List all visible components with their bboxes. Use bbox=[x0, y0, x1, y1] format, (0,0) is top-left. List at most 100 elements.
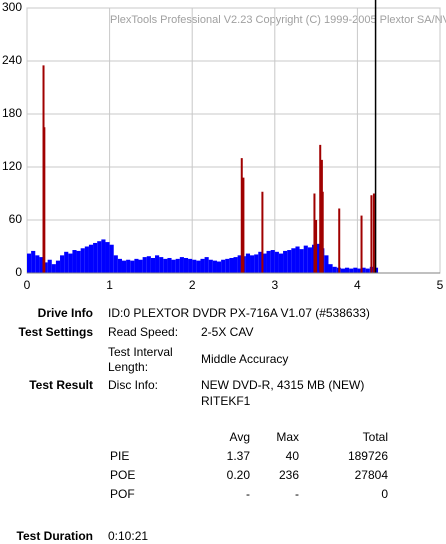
bar bbox=[31, 250, 36, 273]
cell: 40 bbox=[285, 449, 299, 463]
value: RITEKF1 bbox=[201, 394, 251, 408]
bar bbox=[299, 249, 304, 273]
cell: 0.20 bbox=[226, 468, 250, 482]
bar bbox=[307, 247, 312, 273]
bar bbox=[179, 257, 184, 273]
bar bbox=[43, 262, 48, 273]
bar bbox=[349, 268, 354, 273]
bar bbox=[204, 257, 209, 273]
x-tick-label: 0 bbox=[24, 278, 31, 292]
y-tick-label: 60 bbox=[9, 212, 23, 226]
bar bbox=[357, 268, 362, 273]
bar bbox=[332, 266, 337, 273]
bar bbox=[159, 257, 164, 273]
bar bbox=[295, 246, 300, 273]
row-name: PIE bbox=[110, 449, 130, 463]
chart: PlexTools Professional V2.23 Copyright (… bbox=[2, 0, 446, 292]
bar bbox=[212, 260, 217, 273]
bar bbox=[216, 261, 222, 273]
bar bbox=[117, 258, 122, 273]
label: Test Duration bbox=[16, 529, 93, 543]
bar bbox=[68, 253, 73, 273]
bar bbox=[35, 255, 40, 273]
bar bbox=[229, 257, 234, 273]
bar bbox=[200, 258, 205, 273]
bar bbox=[121, 260, 127, 273]
bar bbox=[266, 250, 271, 273]
bar bbox=[163, 258, 168, 273]
bar bbox=[167, 257, 172, 273]
row-name: POF bbox=[110, 487, 135, 501]
bar bbox=[134, 258, 139, 273]
x-tick-label: 2 bbox=[189, 278, 196, 292]
bar bbox=[155, 255, 160, 273]
bar bbox=[47, 259, 52, 273]
bar bbox=[27, 253, 32, 273]
plot-area bbox=[26, 7, 441, 274]
bar bbox=[76, 250, 81, 273]
y-tick-label: 300 bbox=[2, 0, 22, 14]
value: 0:10:21 bbox=[108, 529, 149, 543]
cell: 1.37 bbox=[226, 449, 250, 463]
bar bbox=[93, 242, 98, 273]
bar bbox=[51, 264, 56, 273]
key: Disc Info: bbox=[108, 378, 159, 392]
bar bbox=[287, 250, 292, 273]
key: Length: bbox=[108, 360, 149, 374]
bar bbox=[361, 267, 366, 273]
bar bbox=[188, 258, 193, 273]
bar bbox=[237, 255, 242, 273]
bar bbox=[88, 244, 94, 273]
bar bbox=[340, 268, 346, 273]
key: Read Speed: bbox=[108, 325, 179, 339]
bar bbox=[291, 248, 296, 273]
bar bbox=[60, 255, 65, 273]
bar bbox=[254, 254, 259, 273]
value: 2-5X CAV bbox=[201, 325, 254, 339]
bar bbox=[365, 268, 370, 273]
y-tick-label: 180 bbox=[2, 106, 22, 120]
bar bbox=[150, 257, 156, 273]
label: Test Result bbox=[29, 378, 93, 392]
bar bbox=[113, 255, 118, 273]
bar bbox=[328, 264, 333, 273]
bar bbox=[80, 248, 85, 273]
cell: 0 bbox=[381, 487, 388, 501]
watermark: PlexTools Professional V2.23 Copyright (… bbox=[110, 14, 446, 26]
cell: - bbox=[295, 487, 299, 501]
cell: 189726 bbox=[347, 449, 388, 463]
bar bbox=[274, 251, 279, 273]
bar bbox=[324, 255, 329, 273]
bar bbox=[183, 257, 189, 273]
bar bbox=[84, 246, 89, 273]
x-tick-label: 4 bbox=[354, 278, 361, 292]
bar bbox=[101, 239, 106, 273]
bar bbox=[130, 260, 135, 273]
y-tick-label: 120 bbox=[2, 159, 22, 173]
bar bbox=[278, 253, 284, 273]
bar bbox=[146, 256, 151, 273]
bar bbox=[250, 255, 255, 273]
bar bbox=[303, 245, 308, 273]
bar bbox=[39, 257, 44, 273]
bar bbox=[283, 250, 288, 273]
column-header: Avg bbox=[229, 430, 250, 444]
cell: 236 bbox=[278, 468, 299, 482]
bar bbox=[270, 250, 275, 273]
bar bbox=[196, 260, 201, 273]
bar bbox=[64, 251, 69, 273]
bar bbox=[258, 251, 263, 273]
x-tick-label: 3 bbox=[271, 278, 278, 292]
bar bbox=[353, 267, 358, 273]
cell: - bbox=[246, 487, 250, 501]
bar bbox=[208, 259, 213, 273]
bar bbox=[192, 259, 197, 273]
bar bbox=[138, 259, 143, 273]
bar bbox=[97, 241, 102, 273]
key: Test Interval bbox=[108, 345, 173, 359]
cell: 27804 bbox=[354, 468, 388, 482]
bar bbox=[233, 257, 238, 273]
row-name: POE bbox=[110, 468, 136, 482]
bar bbox=[55, 260, 61, 273]
